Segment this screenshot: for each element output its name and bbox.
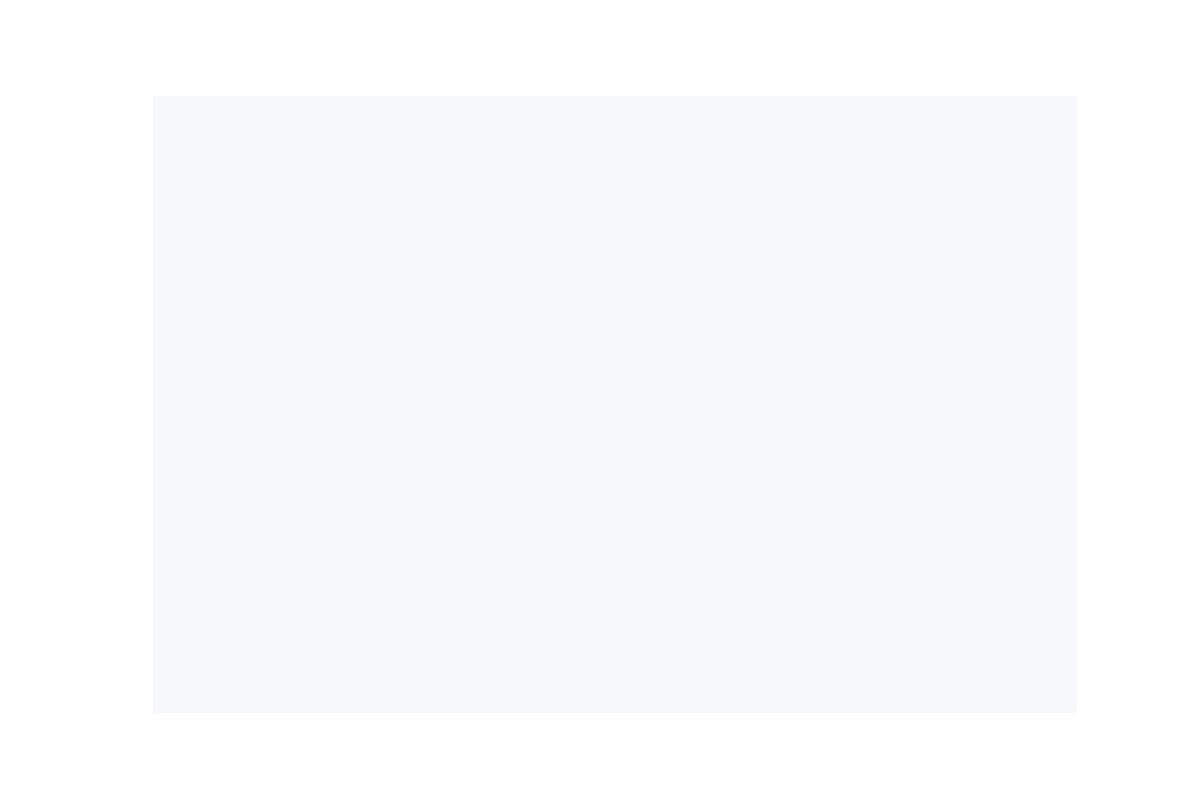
word-cloud — [153, 96, 1077, 713]
word-cloud-svg — [153, 96, 1077, 713]
